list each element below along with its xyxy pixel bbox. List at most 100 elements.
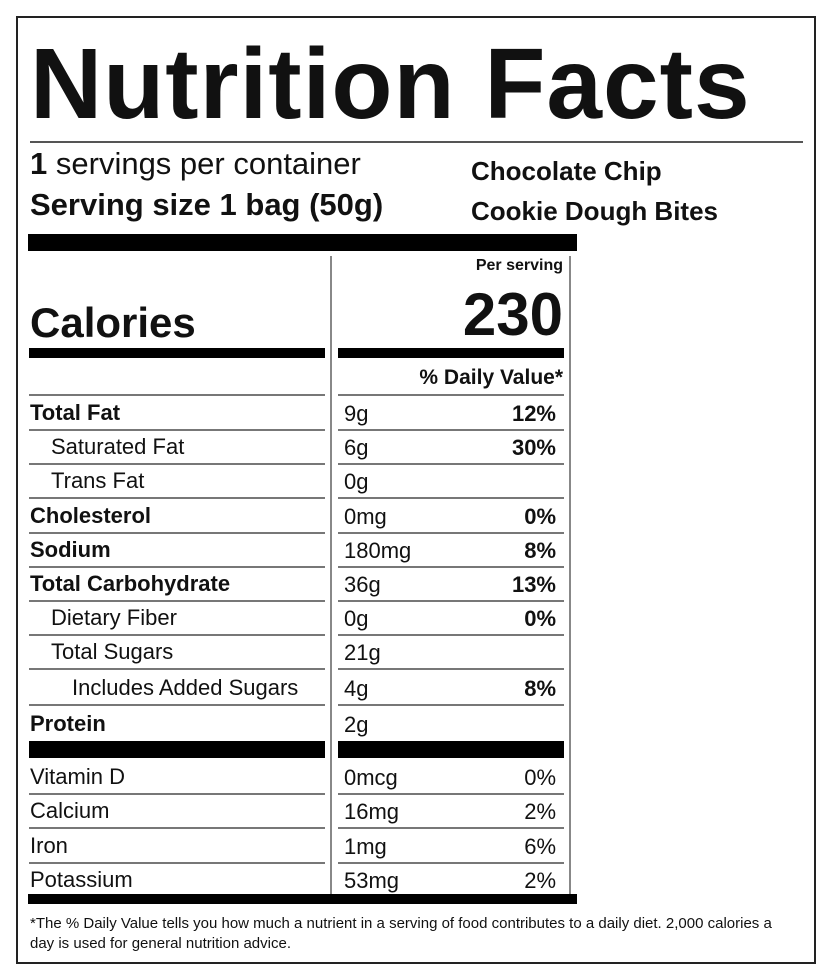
- servings-text: servings per container: [55, 146, 361, 181]
- nutrient-daily-value: 13%: [511, 572, 556, 597]
- row-divider: [29, 600, 325, 602]
- nutrient-row: Dietary Fiber 0g 0%: [0, 601, 834, 635]
- nutrient-row: Sodium 180mg 8%: [0, 533, 834, 567]
- nutrient-name: Includes Added Sugars: [72, 675, 299, 700]
- nutrient-amount: 180mg: [344, 538, 412, 563]
- nutrient-name: Cholesterol: [30, 503, 152, 528]
- row-divider: [29, 634, 325, 636]
- nutrient-daily-value: 8%: [524, 538, 556, 563]
- nutrient-row: Trans Fat 0g: [0, 464, 834, 498]
- nutrient-amount: 9g: [344, 401, 369, 426]
- nutrition-facts-title: Nutrition Facts: [30, 28, 751, 140]
- title-divider: [30, 141, 803, 143]
- nutrient-amount: 0mg: [344, 504, 387, 529]
- product-name-line-1: Chocolate Chip: [471, 156, 662, 186]
- nutrient-amount: 0g: [344, 606, 369, 631]
- vitamin-row: Vitamin D 0mcg 0%: [0, 760, 834, 794]
- row-divider: [29, 827, 325, 829]
- row-divider: [338, 429, 564, 431]
- servings-per-container: 1 servings per container: [30, 146, 361, 182]
- vitamin-row: Calcium 16mg 2%: [0, 794, 834, 828]
- nutrient-row: Total Sugars 21g: [0, 635, 834, 669]
- row-divider: [338, 600, 564, 602]
- vitamin-row: Iron 1mg 6%: [0, 829, 834, 863]
- protein-bar-right: [338, 741, 564, 758]
- row-divider: [338, 394, 564, 396]
- nutrient-daily-value: 0%: [524, 765, 556, 790]
- vitamin-row: Potassium 53mg 2%: [0, 863, 834, 897]
- row-divider: [29, 463, 325, 465]
- nutrient-amount: 21g: [344, 640, 381, 665]
- nutrient-amount: 2g: [344, 712, 369, 737]
- row-divider: [338, 862, 564, 864]
- nutrient-amount: 0g: [344, 469, 369, 494]
- nutrient-daily-value: 8%: [524, 676, 556, 701]
- column-divider-right: [569, 256, 571, 898]
- calories-label: Calories: [30, 299, 196, 346]
- calories-bar-right: [338, 348, 564, 358]
- nutrient-name: Potassium: [30, 867, 133, 892]
- row-divider: [338, 463, 564, 465]
- nutrient-name: Calcium: [30, 798, 110, 823]
- nutrient-name: Vitamin D: [30, 764, 125, 789]
- row-divider: [338, 704, 564, 706]
- nutrient-name: Sodium: [30, 537, 111, 562]
- row-divider: [338, 532, 564, 534]
- nutrient-daily-value: 2%: [524, 799, 556, 824]
- nutrient-amount: 53mg: [344, 868, 400, 893]
- nutrient-row: Cholesterol 0mg 0%: [0, 499, 834, 533]
- row-divider: [338, 566, 564, 568]
- column-divider-left: [330, 256, 332, 898]
- row-divider: [338, 497, 564, 499]
- nutrient-row: Total Carbohydrate 36g 13%: [0, 567, 834, 601]
- row-divider: [29, 429, 325, 431]
- nutrient-name: Protein: [30, 711, 106, 736]
- nutrient-daily-value: 0%: [524, 606, 556, 631]
- nutrient-amount: 16mg: [344, 799, 400, 824]
- product-name-line-2: Cookie Dough Bites: [471, 196, 719, 226]
- row-divider: [338, 827, 564, 829]
- nutrient-name: Total Fat: [30, 400, 121, 425]
- row-divider: [338, 793, 564, 795]
- daily-value-header: % Daily Value*: [419, 366, 563, 389]
- nutrient-row: Saturated Fat 6g 30%: [0, 430, 834, 464]
- row-divider: [29, 566, 325, 568]
- nutrient-amount: 0mcg: [344, 765, 398, 790]
- nutrient-name: Saturated Fat: [51, 434, 185, 459]
- nutrient-amount: 36g: [344, 572, 381, 597]
- row-divider: [29, 532, 325, 534]
- protein-bar-left: [29, 741, 325, 758]
- calories-value: 230: [462, 281, 563, 348]
- row-divider: [29, 704, 325, 706]
- row-divider: [338, 668, 564, 670]
- nutrient-daily-value: 0%: [524, 504, 556, 529]
- row-divider: [29, 668, 325, 670]
- nutrition-label-border: [16, 16, 816, 964]
- nutrient-amount: 6g: [344, 435, 369, 460]
- nutrient-amount: 4g: [344, 676, 369, 701]
- nutrient-amount: 1mg: [344, 834, 387, 859]
- nutrient-daily-value: 6%: [524, 834, 556, 859]
- per-serving-label: Per serving: [475, 257, 563, 274]
- nutrient-name: Dietary Fiber: [51, 605, 177, 630]
- daily-value-footnote: *The % Daily Value tells you how much a …: [30, 915, 772, 952]
- nutrient-name: Trans Fat: [51, 468, 145, 493]
- servings-count: 1: [30, 146, 48, 181]
- row-divider: [29, 497, 325, 499]
- nutrient-row: Total Fat 9g 12%: [0, 396, 834, 430]
- row-divider: [29, 862, 325, 864]
- nutrient-name: Iron: [30, 833, 68, 858]
- row-divider: [29, 793, 325, 795]
- nutrient-daily-value: 2%: [524, 868, 556, 893]
- row-divider: [29, 394, 325, 396]
- nutrient-row: Protein 2g: [0, 707, 834, 741]
- nutrient-name: Total Carbohydrate: [30, 571, 231, 596]
- serving-size: Serving size 1 bag (50g): [30, 187, 384, 222]
- nutrient-daily-value: 30%: [511, 435, 556, 460]
- nutrient-daily-value: 12%: [511, 401, 556, 426]
- thick-divider-top: [28, 234, 577, 251]
- thick-divider-bottom: [28, 894, 577, 904]
- calories-bar-left: [29, 348, 325, 358]
- nutrient-name: Total Sugars: [51, 639, 174, 664]
- row-divider: [338, 634, 564, 636]
